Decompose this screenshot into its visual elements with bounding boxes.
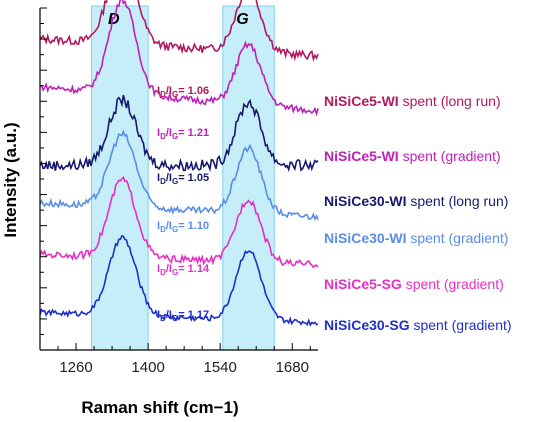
ratio-sub-d: D <box>160 268 166 277</box>
legend-suffix: spent (gradient) <box>410 317 512 333</box>
ratio-value: = 1.06 <box>178 85 209 97</box>
ratio-prefix: I <box>157 309 160 321</box>
ratio-sub-d: D <box>160 225 166 234</box>
legend-suffix: spent (gradient) <box>399 148 501 164</box>
ratio-prefix: I <box>157 85 160 97</box>
spectrum-line-4 <box>39 129 319 222</box>
ratio-prefix: I <box>157 263 160 275</box>
ratio-sub-g: G <box>172 225 178 234</box>
legend-label-1: NiSiCe5-WI spent (long run) <box>324 93 501 109</box>
band-label-d: D <box>108 11 120 28</box>
spectrum-line-6 <box>39 234 319 327</box>
legend-sample-name: NiSiCe5-SG <box>324 276 402 292</box>
ratio-value: = 1.14 <box>178 263 210 275</box>
x-tick-label-1260: 1260 <box>59 359 92 376</box>
ratio-sub-d: D <box>160 132 166 141</box>
y-axis-title: Intensity (a.u.) <box>1 122 20 237</box>
legend-sample-name: NiSiCe30-WI <box>324 230 406 246</box>
ratio-label-6: ID/IG= 1.17 <box>157 309 209 323</box>
ratio-slash: /I <box>166 127 172 139</box>
legend-suffix: spent (gradient) <box>402 276 504 292</box>
legend-label-3: NiSiCe30-WI spent (long run) <box>324 193 508 209</box>
ratio-slash: /I <box>166 172 172 184</box>
ratio-slash: /I <box>166 309 172 321</box>
spectrum-line-3 <box>39 94 319 173</box>
ratio-label-1: ID/IG= 1.06 <box>157 85 209 99</box>
ratio-value: = 1.10 <box>178 220 209 232</box>
x-tick-label-1400: 1400 <box>131 359 164 376</box>
spectrum-line-2 <box>39 0 319 117</box>
ratio-sub-d: D <box>160 90 166 99</box>
x-tick-label-1680: 1680 <box>276 359 309 376</box>
legend-sample-name: NiSiCe30-SG <box>324 317 410 333</box>
ratio-label-2: ID/IG= 1.21 <box>157 127 209 141</box>
ratio-prefix: I <box>157 127 160 139</box>
ratio-sub-d: D <box>160 177 166 186</box>
legend-suffix: spent (long run) <box>406 193 508 209</box>
spectrum-line-5 <box>39 175 319 269</box>
legend-sample-name: NiSiCe30-WI <box>324 193 406 209</box>
legend-label-5: NiSiCe5-SG spent (gradient) <box>324 276 504 292</box>
ratio-slash: /I <box>166 263 172 275</box>
ticks: 1260 1400 1540 1680 <box>40 7 311 376</box>
ratio-slash: /I <box>166 85 172 97</box>
spectra <box>39 0 319 327</box>
x-axis-title: Raman shift (cm−1) <box>81 398 238 417</box>
legend-suffix: spent (gradient) <box>406 230 508 246</box>
ratio-label-4: ID/IG= 1.10 <box>157 220 209 234</box>
spectrum-line-1 <box>39 0 319 62</box>
legend-suffix: spent (long run) <box>399 93 501 109</box>
ratio-label-5: ID/IG= 1.14 <box>157 263 210 277</box>
ratio-sub-g: G <box>172 268 178 277</box>
legend-label-6: NiSiCe30-SG spent (gradient) <box>324 317 512 333</box>
band-label-g: G <box>236 11 248 28</box>
legend-sample-name: NiSiCe5-WI <box>324 93 399 109</box>
band-g <box>222 5 275 351</box>
legend-label-2: NiSiCe5-WI spent (gradient) <box>324 148 501 164</box>
x-tick-label-1540: 1540 <box>203 359 236 376</box>
ratio-sub-g: G <box>172 132 178 141</box>
legend-sample-name: NiSiCe5-WI <box>324 148 399 164</box>
ratio-value: = 1.05 <box>178 172 209 184</box>
ratio-label-3: ID/IG= 1.05 <box>157 172 209 186</box>
ratio-prefix: I <box>157 220 160 232</box>
ratio-prefix: I <box>157 172 160 184</box>
ratio-value: = 1.17 <box>178 309 209 321</box>
legend-label-4: NiSiCe30-WI spent (gradient) <box>324 230 508 246</box>
ratio-sub-g: G <box>172 90 178 99</box>
ratio-sub-g: G <box>172 314 178 323</box>
ratio-sub-d: D <box>160 314 166 323</box>
ratio-sub-g: G <box>172 177 178 186</box>
ratio-slash: /I <box>166 220 172 232</box>
ratio-value: = 1.21 <box>178 127 209 139</box>
